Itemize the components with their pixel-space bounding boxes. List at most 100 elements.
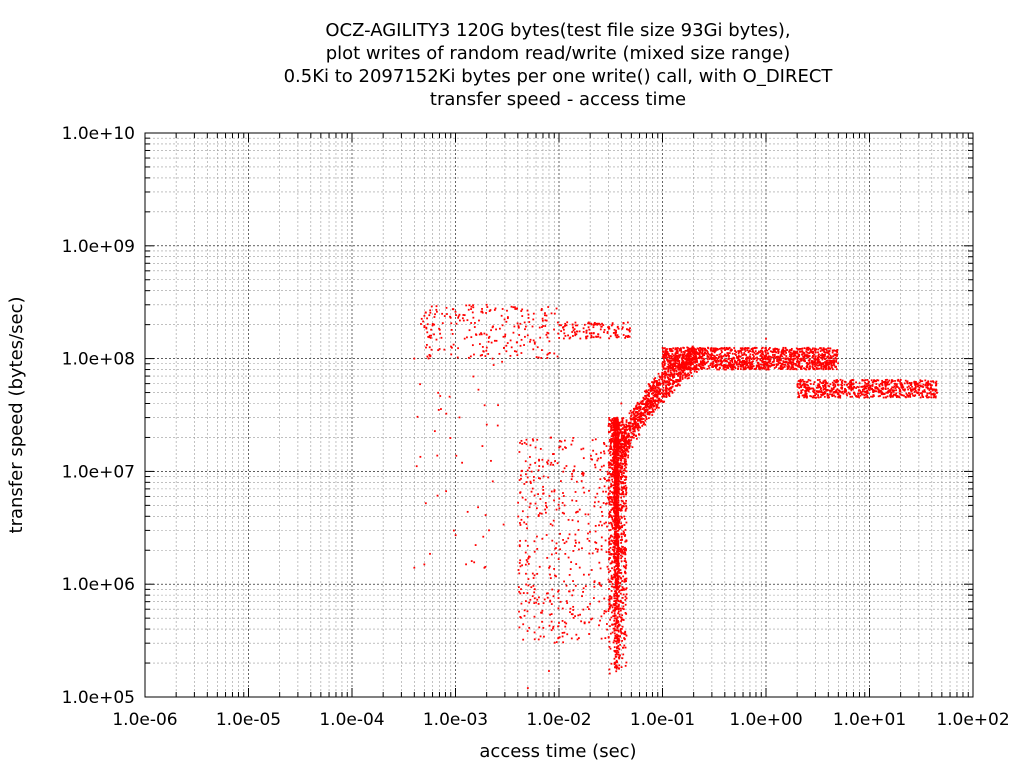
data-point	[590, 332, 593, 335]
data-point	[817, 390, 819, 393]
data-point	[659, 376, 661, 378]
data-point	[611, 540, 614, 543]
data-point	[620, 477, 622, 479]
data-point	[864, 386, 867, 388]
data-point	[658, 382, 661, 385]
data-point	[814, 348, 817, 351]
data-point	[545, 333, 548, 336]
data-point	[847, 386, 850, 389]
data-point	[520, 352, 523, 354]
data-point	[527, 317, 530, 319]
data-point	[569, 336, 572, 339]
data-point	[728, 352, 731, 355]
data-point	[692, 352, 695, 355]
data-point	[624, 441, 626, 444]
title-line-2: plot writes of random read/write (mixed …	[326, 43, 791, 64]
data-point	[620, 508, 623, 510]
data-point	[728, 357, 730, 360]
data-point	[788, 355, 791, 358]
data-point	[714, 356, 717, 359]
data-point	[663, 353, 666, 356]
data-point	[678, 371, 680, 374]
data-point	[806, 366, 809, 369]
data-point	[763, 357, 766, 360]
data-point	[927, 396, 930, 399]
data-point	[744, 366, 747, 368]
data-point	[764, 349, 767, 352]
data-point	[822, 386, 825, 389]
data-point	[614, 653, 617, 656]
data-point	[816, 379, 819, 381]
data-point	[809, 349, 812, 352]
data-point	[898, 392, 901, 395]
data-point	[617, 472, 620, 475]
data-point	[609, 618, 611, 621]
data-point	[770, 364, 772, 367]
data-point	[471, 344, 474, 347]
data-point	[652, 397, 654, 400]
data-point	[749, 361, 752, 364]
data-point	[467, 356, 470, 359]
data-point	[682, 362, 685, 365]
data-point	[762, 366, 765, 369]
data-point	[780, 352, 783, 354]
data-point	[817, 353, 820, 356]
data-point	[824, 392, 827, 395]
data-point	[800, 386, 803, 389]
data-point	[615, 573, 618, 576]
data-point	[798, 364, 801, 367]
data-point	[825, 367, 828, 370]
data-point	[894, 380, 896, 382]
data-point	[740, 365, 743, 368]
data-point	[760, 363, 763, 366]
data-point	[424, 311, 427, 314]
data-point	[676, 358, 679, 361]
data-point	[682, 357, 685, 359]
data-point	[429, 309, 432, 312]
data-point	[622, 502, 625, 505]
data-point	[610, 446, 613, 448]
data-point	[615, 629, 618, 632]
data-point	[672, 347, 675, 350]
data-point	[822, 381, 825, 383]
data-point	[612, 542, 615, 544]
data-point	[671, 385, 674, 388]
data-point	[889, 390, 891, 393]
data-point	[622, 472, 625, 475]
data-point	[634, 420, 636, 422]
data-point	[510, 346, 513, 349]
data-point	[640, 421, 642, 424]
data-point	[615, 565, 618, 567]
data-point	[613, 494, 616, 496]
data-point	[797, 382, 799, 385]
data-point	[618, 450, 621, 453]
data-point	[836, 379, 838, 381]
data-point	[801, 384, 804, 386]
data-point	[804, 387, 807, 389]
data-point	[651, 408, 654, 410]
data-point	[616, 578, 619, 581]
data-point	[653, 395, 656, 398]
data-point	[617, 448, 620, 451]
data-point	[910, 381, 913, 384]
data-point	[617, 466, 620, 469]
data-point	[725, 355, 728, 358]
data-point	[677, 359, 680, 362]
data-point	[687, 349, 690, 352]
data-point	[738, 358, 741, 361]
data-point	[918, 381, 921, 384]
data-point	[710, 362, 713, 365]
data-point	[884, 387, 887, 390]
data-point	[821, 349, 824, 351]
data-point	[624, 553, 626, 556]
data-point	[669, 361, 672, 364]
data-point	[802, 359, 805, 362]
data-point	[650, 386, 652, 389]
data-point	[741, 354, 744, 356]
data-point	[801, 389, 804, 391]
data-point	[616, 638, 619, 640]
data-point	[514, 308, 517, 310]
data-point	[816, 368, 818, 370]
data-point	[614, 451, 617, 453]
data-point	[624, 426, 626, 428]
